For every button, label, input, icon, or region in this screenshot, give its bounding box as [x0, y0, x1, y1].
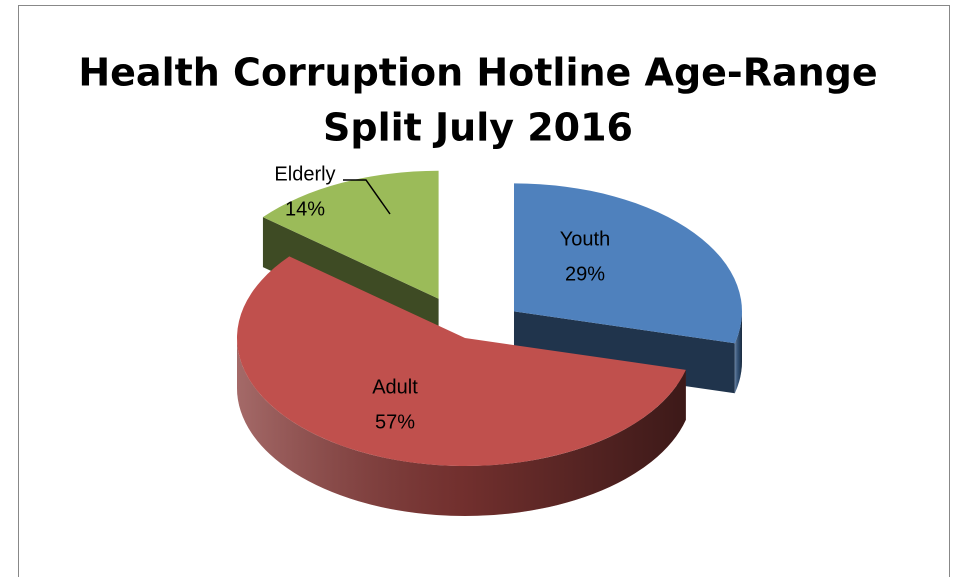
slice-side-shade	[237, 338, 686, 517]
slice-value-label: 29%	[565, 263, 605, 285]
slice-value-label: 14%	[285, 198, 325, 220]
slice-value-label: 57%	[375, 411, 415, 433]
labels: Youth 29% Adult 57% Elderly 14%	[274, 163, 610, 433]
leader-line	[343, 179, 391, 215]
slice-category-label: Adult	[372, 376, 418, 398]
slice	[237, 256, 686, 466]
chart-title-line-2: Split July 2016	[323, 106, 633, 150]
slice	[513, 183, 742, 344]
chart-title-line-1: Health Corruption Hotline Age-Range	[78, 51, 877, 95]
slice-side-shade	[734, 311, 742, 394]
pie	[237, 170, 742, 517]
slice-category-label: Elderly	[274, 163, 335, 185]
slice-category-label: Youth	[560, 228, 610, 250]
slice	[262, 170, 439, 299]
